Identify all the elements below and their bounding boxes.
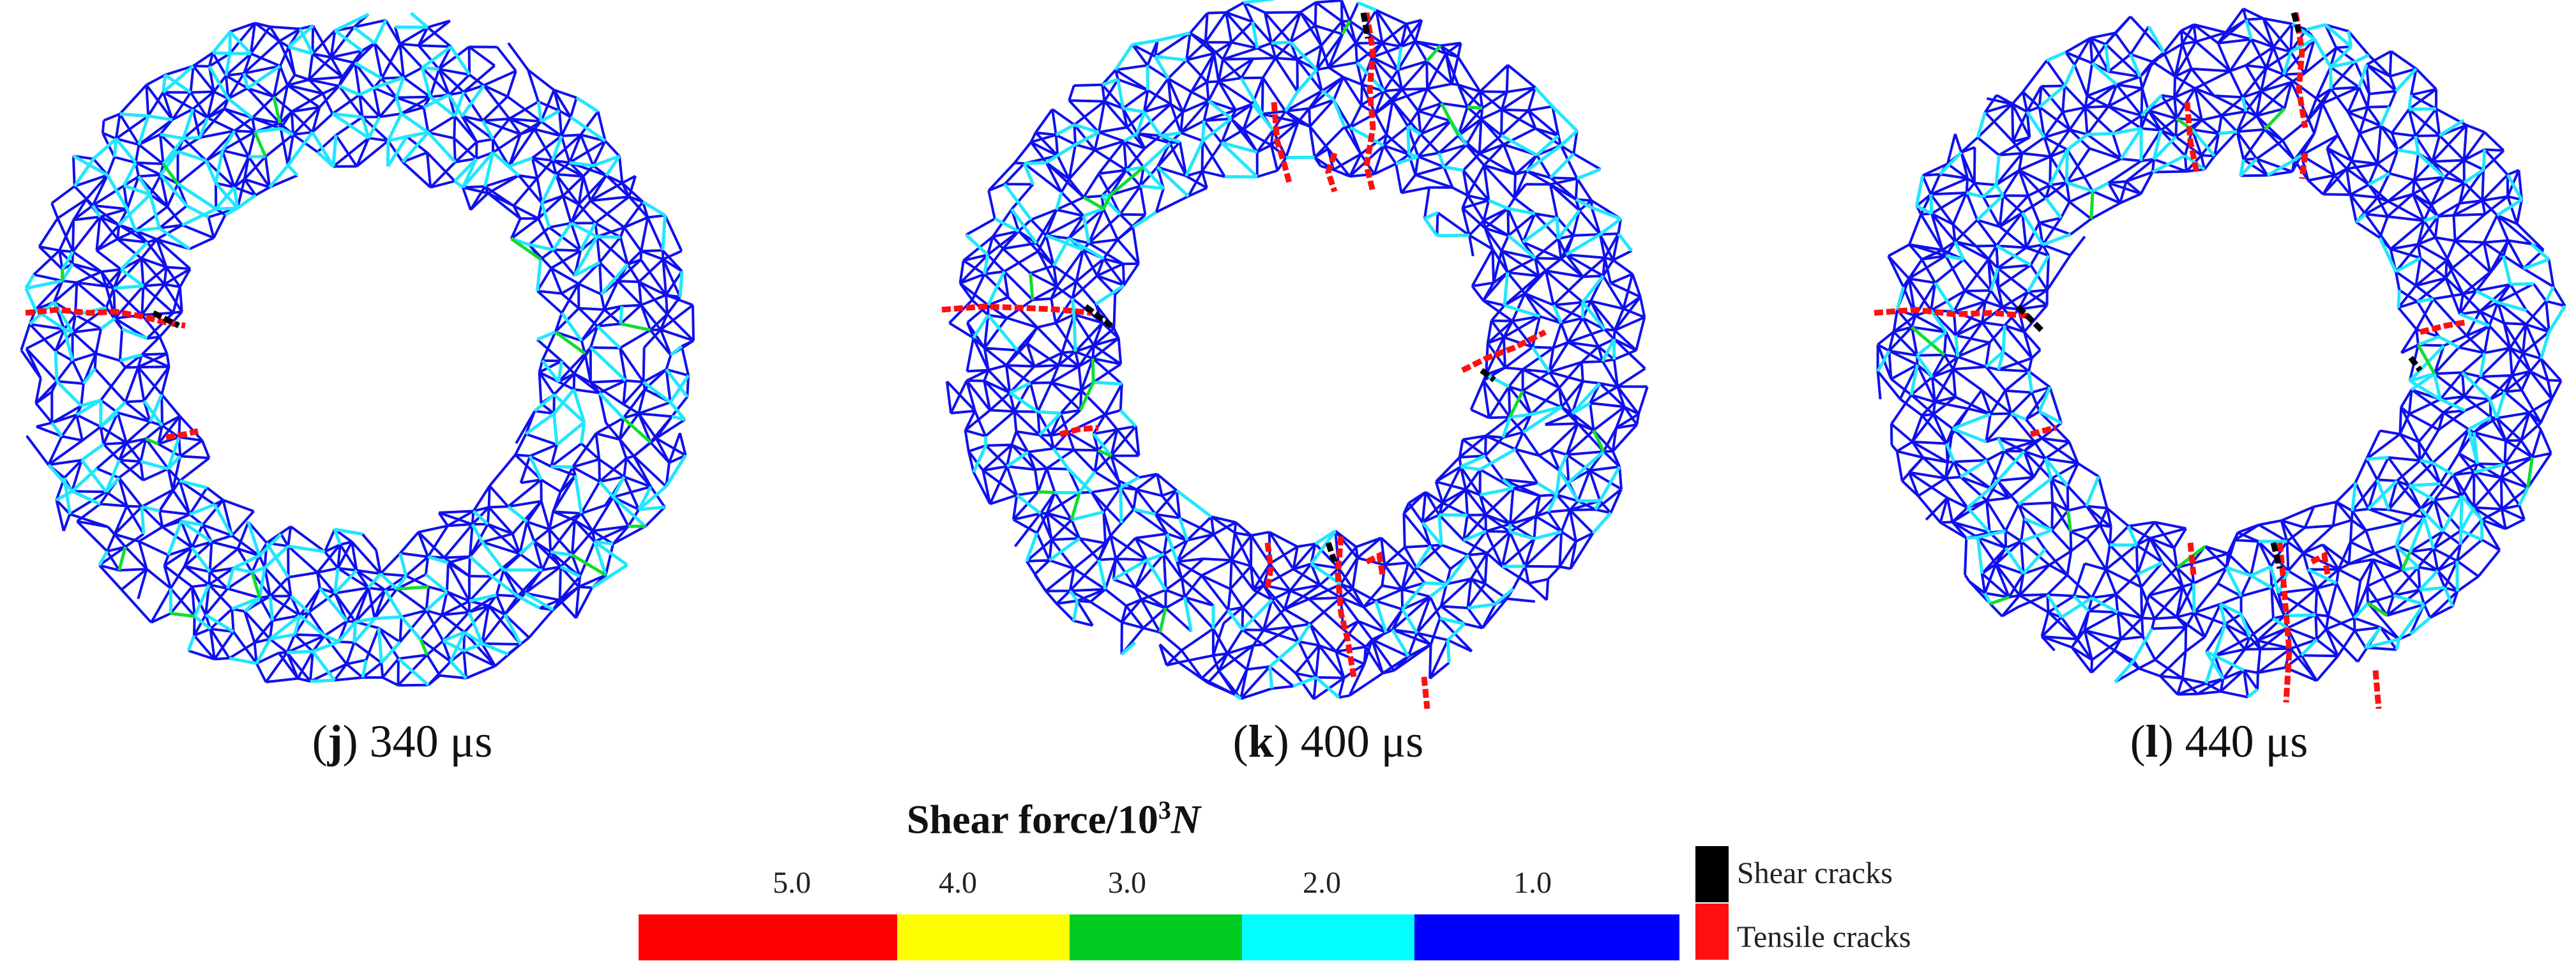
shear-crack: [151, 310, 181, 329]
legend-bar-yellow: [897, 914, 1070, 960]
shear-crack: [1480, 368, 1496, 382]
legend-bar-cyan: [1242, 914, 1414, 960]
legend-tick-5: 5.0: [773, 866, 811, 900]
shear-crack: [2270, 542, 2283, 570]
tensile-crack: [1325, 152, 1338, 193]
panel-k-ring: [941, 0, 1649, 709]
tensile-crack: [165, 428, 199, 441]
panel-j-ring: [20, 11, 695, 687]
legend-tick-4: 4.0: [939, 866, 977, 900]
particle-network: [20, 11, 695, 687]
tensile-crack: [1365, 551, 1386, 575]
legend-title: Shear force/103N: [906, 796, 1201, 842]
tensile-crack: [2299, 153, 2308, 179]
legend-tick-2: 2.0: [1303, 866, 1341, 900]
particle-network: [945, 0, 1649, 701]
tensile-crack: [2029, 425, 2057, 437]
shear-crack: [2015, 304, 2046, 335]
tensile-crack: [1363, 12, 1376, 193]
shear-crack: [2291, 11, 2302, 33]
tensile-crack: [1335, 536, 1357, 678]
tensile-crack: [2187, 542, 2197, 575]
tensile-crack: [2372, 670, 2382, 709]
tensile-crack: [1264, 542, 1274, 588]
shear-cracks-label: Shear cracks: [1737, 856, 1893, 890]
shear-crack: [2408, 356, 2423, 372]
shear-crack: [1084, 304, 1113, 328]
legend-bar-green: [1070, 914, 1242, 960]
tensile-cracks-swatch: [1695, 904, 1729, 960]
panel-l-ring: [1874, 7, 2566, 709]
legend-tick-3: 3.0: [1108, 866, 1146, 900]
tensile-crack: [1421, 676, 1430, 709]
legend-tick-1: 1.0: [1513, 866, 1552, 900]
legend-bar-blue: [1414, 914, 1679, 960]
shear-crack: [1325, 542, 1338, 563]
tensile-crack: [2310, 551, 2331, 575]
tensile-crack: [1460, 329, 1547, 374]
tensile-crack: [2419, 319, 2466, 335]
tensile-crack: [2277, 542, 2292, 703]
legend-bar-red: [639, 914, 897, 960]
tensile-crack: [1059, 425, 1099, 437]
tensile-crack: [941, 303, 1093, 316]
shear-crack: [1360, 12, 1371, 39]
caption-j: (j) 340 μs: [312, 716, 493, 767]
caption-l: (l) 440 μs: [2130, 716, 2308, 767]
caption-k: (k) 400 μs: [1232, 716, 1424, 767]
tensile-crack: [1874, 307, 2031, 319]
tensile-crack: [2184, 102, 2200, 173]
shear-cracks-swatch: [1695, 846, 1729, 902]
tensile-crack: [1271, 102, 1293, 186]
tensile-cracks-label: Tensile cracks: [1737, 920, 1911, 954]
particle-network: [1876, 7, 2566, 699]
